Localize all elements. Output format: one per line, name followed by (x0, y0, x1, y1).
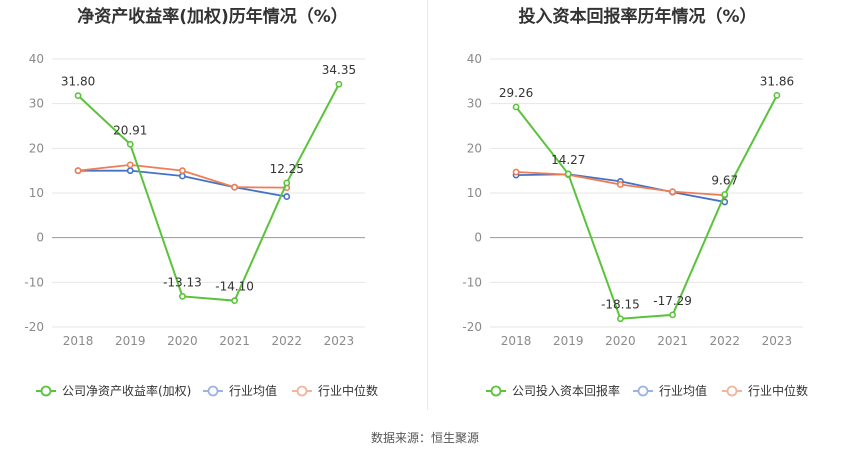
legend-label: 行业均值 (659, 383, 707, 398)
data-label: -14.10 (215, 280, 254, 294)
data-label: 31.80 (61, 75, 95, 89)
legend-label: 行业中位数 (748, 383, 808, 398)
x-tick-label: 2019 (553, 334, 584, 348)
chart-title-roic: 投入资本回报率历年情况（%） (518, 7, 757, 27)
x-tick-label: 2020 (167, 334, 198, 348)
data-point (512, 168, 520, 176)
data-point (179, 167, 186, 175)
y-tick-label: 20 (29, 141, 44, 155)
legend-item-1[interactable]: 行业均值 (203, 383, 277, 398)
y-tick-label: 0 (474, 231, 482, 245)
legend-item-0[interactable]: 公司投入资本回报率 (486, 383, 620, 398)
data-point (74, 92, 82, 100)
legend-marker-icon (40, 385, 52, 397)
legend-item-1[interactable]: 行业均值 (633, 383, 707, 398)
x-tick-label: 2021 (657, 334, 688, 348)
legend-marker-icon (296, 385, 308, 397)
y-tick-label: 20 (467, 141, 482, 155)
data-point (617, 315, 624, 323)
data-point (335, 80, 343, 88)
x-tick-label: 2023 (324, 334, 355, 348)
legend-label: 公司净资产收益率(加权) (62, 383, 191, 398)
legend-label: 行业均值 (229, 383, 277, 398)
data-source: 数据来源：恒生聚源 (370, 431, 479, 445)
data-point (512, 103, 520, 111)
legend-marker-icon (637, 385, 649, 397)
legend-marker-icon (490, 385, 502, 397)
y-tick-label: 40 (29, 52, 44, 66)
data-point (617, 181, 624, 188)
y-tick-label: 0 (36, 231, 44, 245)
data-point (179, 172, 186, 180)
data-label: 12.25 (270, 162, 304, 176)
roe-line-chart: -20 -10 0 10 20 30 40 2018 2019 2020 2021 2022 2023 3… (24, 52, 378, 398)
legend-label: 行业中位数 (318, 383, 378, 398)
y-tick-label: -10 (462, 275, 482, 289)
data-point (773, 91, 781, 99)
data-point (126, 140, 134, 148)
data-point (231, 183, 238, 191)
y-tick-label: -10 (24, 275, 44, 289)
chart-title-roe: 净资产收益率(加权)历年情况（%） (77, 7, 348, 27)
data-label: 9.67 (711, 173, 738, 187)
data-point (126, 161, 134, 169)
legend-item-2[interactable]: 行业中位数 (292, 383, 378, 398)
x-tick-label: 2022 (709, 334, 740, 348)
data-label: 31.86 (760, 74, 794, 88)
data-point (669, 188, 676, 196)
data-point (283, 193, 291, 200)
data-point (721, 191, 729, 198)
data-label: 14.27 (551, 153, 585, 167)
data-point (669, 311, 676, 319)
x-tick-label: 2022 (271, 334, 302, 348)
data-label: -18.15 (601, 298, 640, 312)
legend-item-2[interactable]: 行业中位数 (722, 383, 808, 398)
y-tick-label: 30 (29, 97, 44, 111)
x-tick-label: 2018 (63, 334, 94, 348)
y-tick-label: 40 (467, 52, 482, 66)
panel-divider (427, 0, 428, 410)
data-point (231, 297, 238, 305)
x-tick-label: 2019 (115, 334, 146, 348)
x-tick-label: 2023 (762, 334, 793, 348)
data-point (283, 179, 291, 187)
roic-line-chart: -20 -10 0 10 20 30 40 2018 2019 2020 2021 2022 2023 2… (462, 52, 808, 398)
x-tick-label: 2021 (219, 334, 250, 348)
legend-label: 公司投入资本回报率 (512, 383, 620, 398)
legend-item-0[interactable]: 公司净资产收益率(加权) (36, 383, 191, 398)
y-tick-label: 10 (29, 186, 44, 200)
y-tick-label: 10 (467, 186, 482, 200)
series-line-company (515, 94, 778, 320)
legend-marker-icon (207, 385, 219, 397)
x-tick-label: 2020 (605, 334, 636, 348)
data-point (74, 167, 82, 175)
data-point (126, 167, 134, 175)
data-point (179, 292, 186, 300)
data-label: -17.29 (653, 294, 692, 308)
data-label: 20.91 (113, 123, 147, 137)
series-line-company (77, 83, 340, 302)
y-tick-label: 30 (467, 97, 482, 111)
y-tick-label: -20 (24, 320, 44, 334)
data-point (564, 170, 572, 178)
y-tick-label: -20 (462, 320, 482, 334)
data-label: 29.26 (499, 86, 533, 100)
data-label: -13.13 (163, 275, 202, 289)
data-label: 34.35 (322, 63, 356, 77)
x-tick-label: 2018 (501, 334, 532, 348)
legend-marker-icon (726, 385, 738, 397)
